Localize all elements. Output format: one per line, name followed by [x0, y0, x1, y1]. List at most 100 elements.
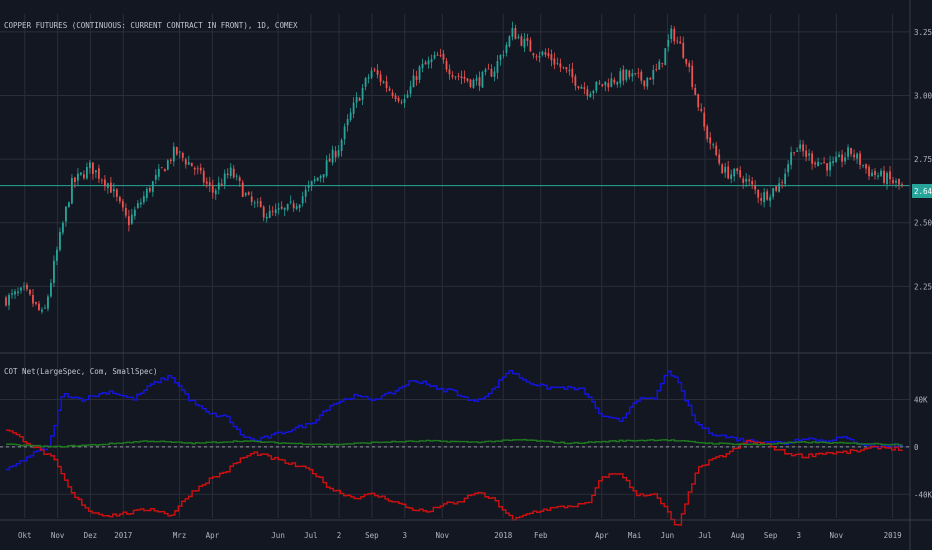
candle-body	[727, 166, 730, 179]
candle-body	[292, 203, 295, 209]
candle-body	[283, 207, 286, 210]
candle-body	[841, 154, 843, 162]
candle-body	[172, 146, 175, 162]
candle-body	[616, 82, 619, 85]
candle-body	[112, 189, 115, 192]
candle-body	[868, 166, 870, 177]
time-tick-label: Jul	[304, 531, 318, 540]
candle-body	[175, 147, 178, 155]
candle-body	[646, 77, 649, 87]
candle-body	[301, 196, 304, 204]
candle-body	[634, 73, 637, 74]
candle-body	[23, 286, 25, 288]
candle-body	[163, 168, 166, 172]
time-tick-label: Nov	[830, 531, 844, 540]
candle-body	[673, 29, 676, 42]
candle-body	[331, 149, 334, 163]
candle-body	[877, 175, 879, 177]
candle-body	[676, 40, 679, 42]
candle-body	[316, 177, 319, 181]
candle-body	[418, 66, 421, 80]
candle-body	[430, 59, 433, 63]
candle-body	[433, 54, 436, 59]
candle-body	[547, 53, 550, 56]
candle-body	[847, 147, 849, 157]
candle-body	[457, 76, 460, 77]
candle-body	[571, 68, 574, 78]
candle-body	[77, 173, 79, 181]
candle-body	[226, 173, 229, 176]
candle-body	[481, 71, 484, 88]
candle-body	[814, 162, 816, 165]
candle-body	[736, 168, 739, 172]
candle-body	[406, 94, 409, 98]
candle-body	[742, 178, 745, 183]
candle-body	[733, 168, 736, 177]
candle-body	[892, 180, 894, 184]
candle-body	[466, 78, 469, 81]
candle-body	[355, 97, 358, 103]
candle-body	[883, 170, 885, 183]
candle-body	[625, 69, 628, 80]
candle-body	[469, 79, 472, 87]
candle-body	[565, 67, 568, 70]
candle-body	[289, 201, 292, 203]
candle-body	[80, 172, 82, 175]
candle-body	[517, 36, 520, 38]
candle-body	[754, 185, 757, 190]
time-tick-label: Mrz	[173, 531, 187, 540]
candle-body	[229, 167, 232, 176]
candle-body	[319, 175, 322, 179]
candle-body	[658, 61, 661, 70]
indicator-title: COT Net(LargeSpec, Com, SmallSpec)	[4, 367, 158, 376]
cot-line-largespec	[6, 369, 903, 471]
candle-body	[11, 293, 13, 295]
candle-body	[124, 208, 127, 216]
candle-body	[529, 40, 532, 52]
candle-body	[295, 206, 298, 209]
candle-body	[631, 73, 634, 77]
candle-body	[691, 65, 694, 87]
candle-body	[826, 163, 828, 171]
time-tick-label: Jun	[661, 531, 675, 540]
candle-body	[178, 151, 181, 153]
candle-body	[361, 87, 364, 100]
candle-body	[886, 172, 888, 185]
candle-body	[334, 150, 337, 158]
candle-body	[853, 154, 855, 158]
candle-body	[484, 69, 487, 73]
candle-body	[562, 66, 565, 68]
candle-body	[862, 165, 864, 166]
candle-body	[65, 206, 67, 222]
candle-body	[136, 203, 139, 208]
candle-body	[670, 28, 673, 39]
candle-body	[364, 78, 367, 87]
candle-body	[715, 145, 718, 155]
candle-body	[667, 39, 670, 47]
candle-body	[184, 159, 187, 165]
candle-body	[391, 92, 394, 97]
candle-body	[832, 161, 834, 163]
candle-body	[151, 181, 154, 192]
candle-body	[253, 202, 256, 204]
candle-body	[739, 170, 742, 177]
candle-body	[709, 137, 712, 144]
candle-body	[577, 86, 580, 88]
candle-body	[38, 303, 40, 310]
candle-body	[400, 102, 403, 104]
candle-body	[41, 309, 43, 312]
time-tick-label: Sep	[764, 531, 778, 540]
candle-body	[211, 185, 214, 193]
candle-body	[376, 70, 379, 75]
candle-body	[805, 150, 808, 157]
candle-body	[388, 88, 391, 91]
candle-body	[322, 174, 325, 178]
candle-body	[763, 192, 766, 203]
candle-body	[367, 77, 370, 79]
candle-body	[721, 164, 724, 174]
candle-body	[802, 144, 805, 152]
candle-body	[139, 202, 142, 205]
candle-body	[56, 249, 58, 261]
